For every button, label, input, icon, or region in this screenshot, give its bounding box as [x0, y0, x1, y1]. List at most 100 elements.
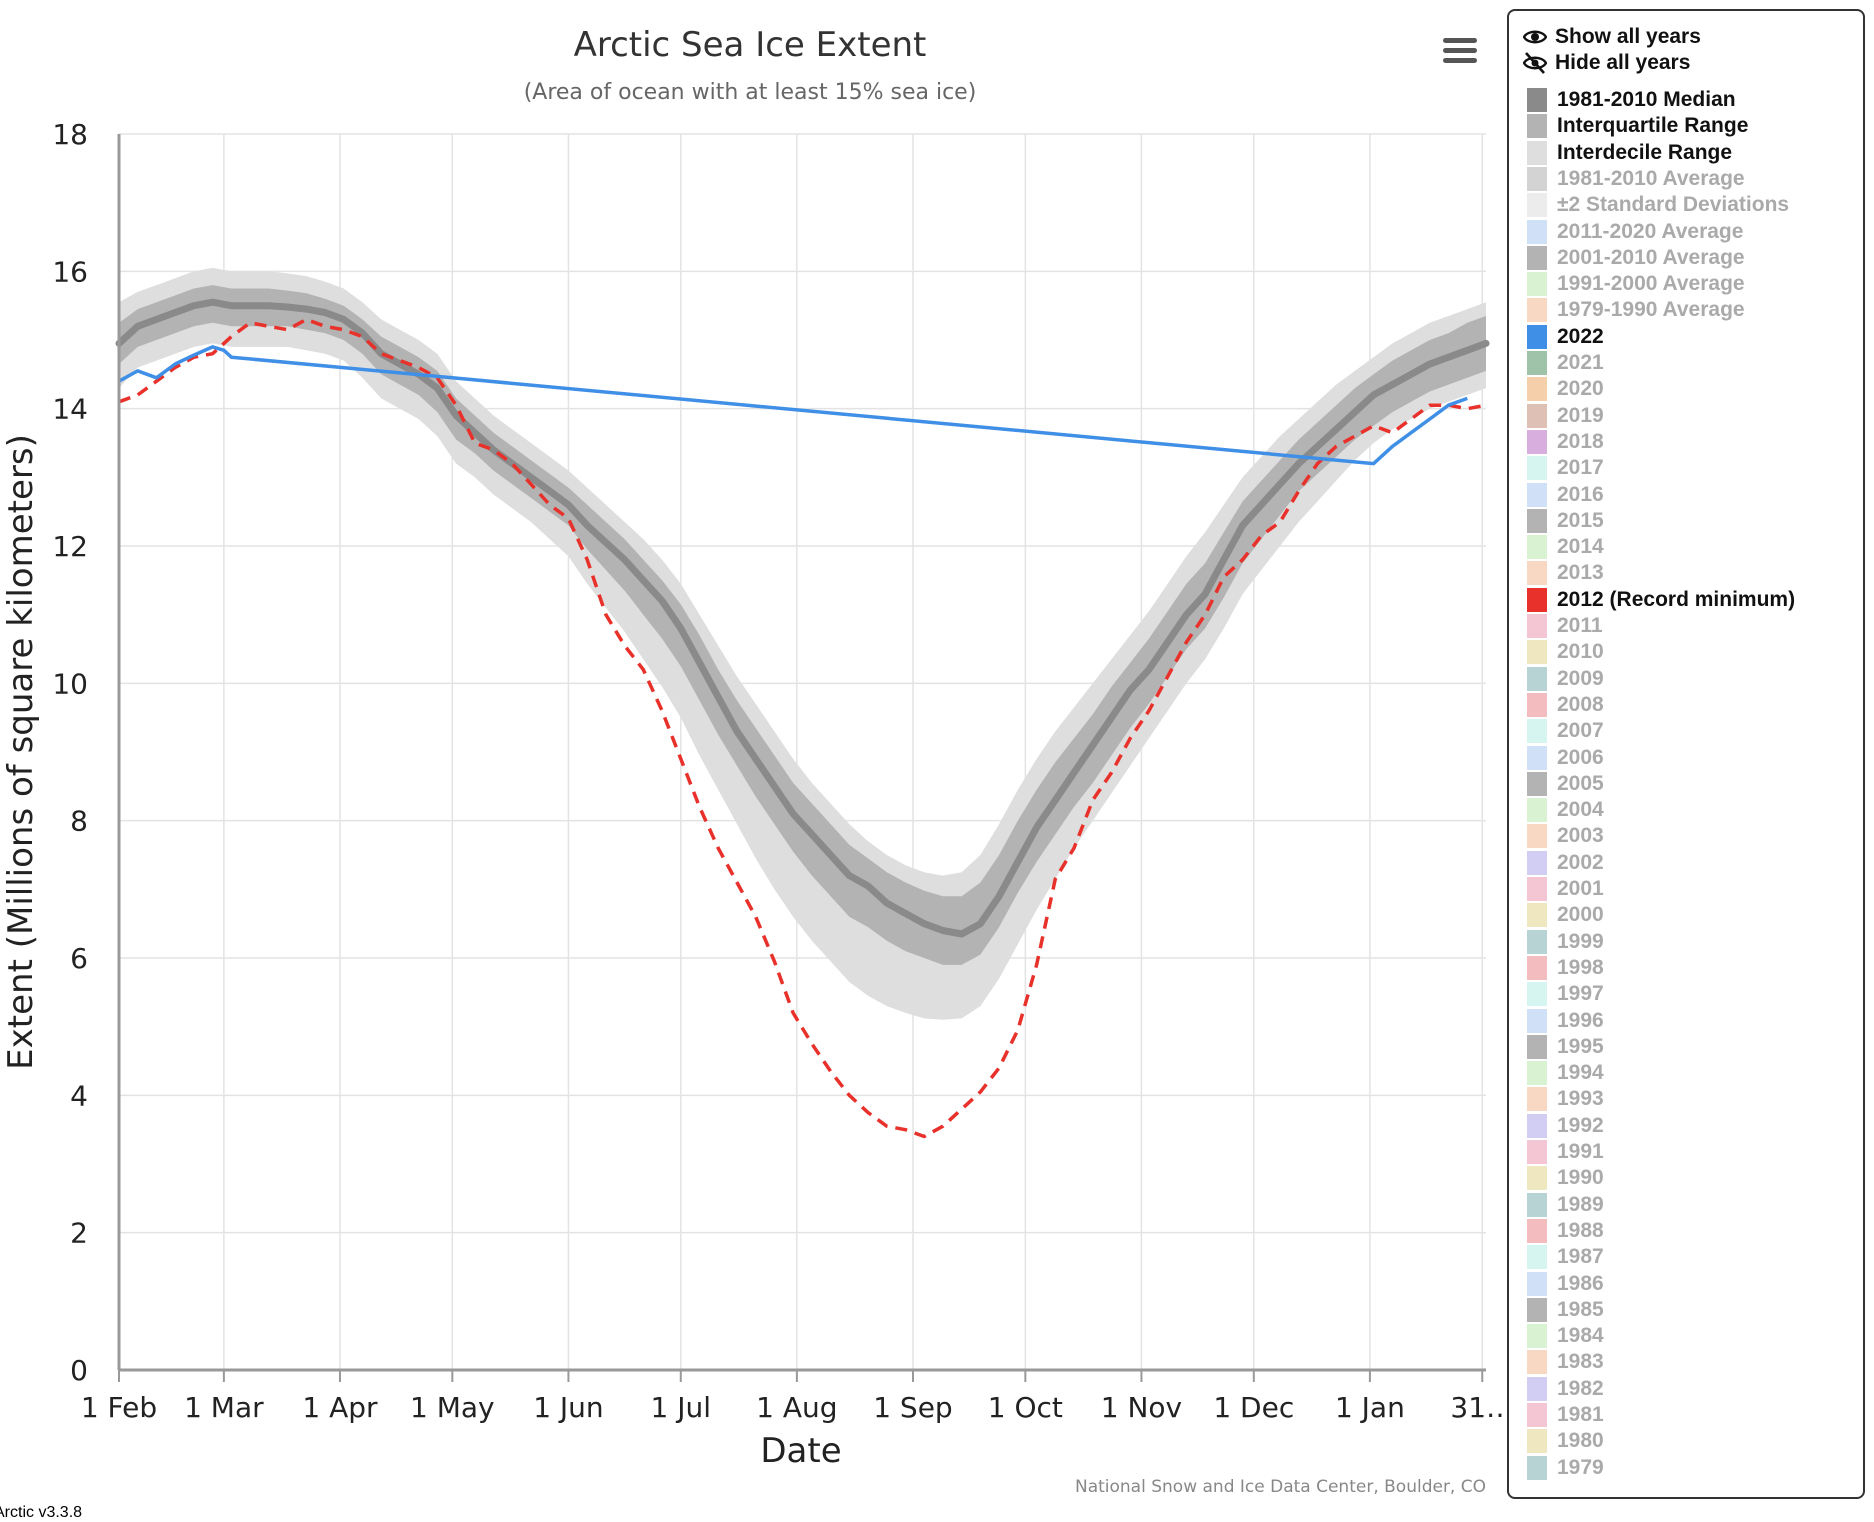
legend-item[interactable]: 2006 — [1509, 745, 1604, 771]
legend-label: 1981-2010 Median — [1557, 88, 1736, 111]
legend-item[interactable]: 1995 — [1509, 1034, 1604, 1060]
legend-swatch — [1527, 877, 1547, 901]
legend-swatch — [1527, 824, 1547, 849]
legend-item[interactable]: 1985 — [1509, 1297, 1604, 1323]
legend-item[interactable]: 2017 — [1509, 455, 1604, 481]
legend-item[interactable]: 2001-2010 Average — [1509, 245, 1745, 271]
interdecile-range-band — [119, 267, 1486, 1020]
legend-item[interactable]: 1981-2010 Median — [1509, 87, 1736, 113]
legend-label: 1994 — [1557, 1061, 1604, 1085]
legend-label: 1999 — [1557, 929, 1604, 953]
legend-swatch — [1527, 666, 1547, 691]
legend-swatch — [1527, 561, 1547, 586]
legend-label: 1989 — [1557, 1192, 1604, 1216]
legend-swatch — [1527, 1034, 1547, 1059]
x-tick-label: 1 Nov — [1101, 1391, 1182, 1424]
legend-item[interactable]: 1996 — [1509, 1008, 1604, 1034]
hide-all-years-button[interactable]: Hide all years — [1509, 50, 1690, 76]
menu-bar — [1443, 58, 1477, 63]
legend-item[interactable]: 1988 — [1509, 1218, 1604, 1244]
legend-item[interactable]: 2015 — [1509, 508, 1604, 534]
legend-label: 2022 — [1557, 324, 1604, 348]
legend-label: 1991-2000 Average — [1557, 272, 1745, 296]
legend-item[interactable]: 2007 — [1509, 718, 1604, 744]
legend-item[interactable]: 1983 — [1509, 1349, 1604, 1375]
legend-item[interactable]: 2008 — [1509, 692, 1604, 718]
legend-item[interactable]: 1981 — [1509, 1402, 1604, 1428]
legend-item[interactable]: 2005 — [1509, 771, 1604, 797]
legend-item[interactable]: 2018 — [1509, 429, 1604, 455]
legend-swatch — [1527, 719, 1547, 744]
legend-label: 1985 — [1557, 1297, 1604, 1321]
legend-label: 1993 — [1557, 1087, 1604, 1111]
series-2022-line-winter — [118, 345, 1468, 466]
legend-label: 1986 — [1557, 1271, 1604, 1295]
legend-swatch — [1527, 745, 1547, 770]
show-all-years-label: Show all years — [1555, 25, 1701, 48]
legend-item[interactable]: 1999 — [1509, 929, 1604, 955]
legend-item[interactable]: 2013 — [1509, 560, 1604, 586]
legend-item[interactable]: 2020 — [1509, 376, 1604, 402]
legend-item[interactable]: 1991 — [1509, 1139, 1604, 1165]
legend-swatch — [1527, 272, 1547, 297]
legend-swatch — [1527, 456, 1547, 481]
chart-credit[interactable]: National Snow and Ice Data Center, Bould… — [1075, 1477, 1486, 1497]
legend-item[interactable]: Interquartile Range — [1509, 113, 1748, 139]
legend-swatch — [1527, 850, 1547, 875]
legend-item[interactable]: 1984 — [1509, 1323, 1604, 1349]
legend-item[interactable]: 2002 — [1509, 850, 1604, 876]
legend-panel: Show all years Hide all years 1981-2010 … — [1507, 9, 1865, 1499]
legend-swatch — [1527, 1113, 1547, 1138]
legend-label: 2008 — [1557, 692, 1604, 716]
legend-item[interactable]: 2001 — [1509, 876, 1604, 902]
legend-item[interactable]: 2016 — [1509, 482, 1604, 508]
legend-item[interactable]: 1998 — [1509, 955, 1604, 981]
y-axis-title: Extent (Millions of square kilometers) — [1, 434, 41, 1070]
legend-swatch — [1527, 771, 1547, 796]
legend-swatch — [1527, 1376, 1547, 1401]
legend-item[interactable]: 2014 — [1509, 534, 1604, 560]
legend-item[interactable]: 1990 — [1509, 1165, 1604, 1191]
legend-label: 2021 — [1557, 351, 1604, 374]
legend-item[interactable]: 1982 — [1509, 1376, 1604, 1402]
legend-label: 2017 — [1557, 456, 1604, 480]
legend-item[interactable]: 2011-2020 Average — [1509, 219, 1743, 245]
legend-swatch — [1527, 1140, 1547, 1164]
legend-item[interactable]: 1997 — [1509, 981, 1604, 1007]
legend-item[interactable]: 1994 — [1509, 1060, 1604, 1086]
x-axis-title: Date — [760, 1431, 841, 1471]
legend-item[interactable]: 2012 (Record minimum) — [1509, 587, 1795, 613]
legend-item[interactable]: 2022 — [1509, 324, 1604, 350]
y-tick-labels: 0 2 4 6 8 10 12 14 16 18 — [52, 118, 88, 1387]
legend-swatch — [1527, 929, 1547, 954]
legend-item[interactable]: 1992 — [1509, 1113, 1604, 1139]
legend-item[interactable]: 1980 — [1509, 1428, 1604, 1454]
x-tick-label: 1 Jun — [533, 1391, 603, 1424]
legend-item[interactable]: 1986 — [1509, 1271, 1604, 1297]
legend-label: 2014 — [1557, 535, 1604, 559]
legend-item[interactable]: 1979-1990 Average — [1509, 297, 1745, 323]
legend-item[interactable]: 2019 — [1509, 403, 1604, 429]
legend-item[interactable]: 2000 — [1509, 902, 1604, 928]
chart-menu-button[interactable] — [1440, 34, 1480, 74]
legend-item[interactable]: 2003 — [1509, 823, 1604, 849]
show-all-years-button[interactable]: Show all years — [1509, 24, 1701, 50]
legend-item[interactable]: 2021 — [1509, 350, 1604, 376]
legend-item[interactable]: 2010 — [1509, 639, 1604, 665]
legend-item[interactable]: 1993 — [1509, 1086, 1604, 1112]
legend-item[interactable]: 1991-2000 Average — [1509, 271, 1745, 297]
legend-label: 2003 — [1557, 824, 1604, 848]
legend-item[interactable]: ±2 Standard Deviations — [1509, 192, 1789, 218]
legend-item[interactable]: 1979 — [1509, 1455, 1604, 1481]
legend-item[interactable]: 1981-2010 Average — [1509, 166, 1745, 192]
legend-item[interactable]: 2011 — [1509, 613, 1603, 639]
legend-item[interactable]: 2009 — [1509, 666, 1604, 692]
interquartile-range-band — [119, 285, 1486, 965]
legend-item[interactable]: 2004 — [1509, 797, 1604, 823]
legend-label: 1981-2010 Average — [1557, 166, 1745, 190]
legend-label: 1987 — [1557, 1245, 1604, 1269]
legend-item[interactable]: 1989 — [1509, 1192, 1604, 1218]
legend-item[interactable]: 1987 — [1509, 1244, 1604, 1270]
legend-item[interactable]: Interdecile Range — [1509, 140, 1732, 166]
median-line — [115, 298, 1490, 938]
